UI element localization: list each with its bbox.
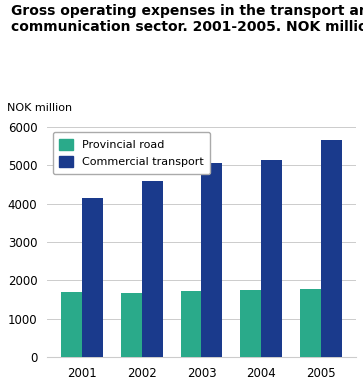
Text: NOK million: NOK million	[7, 103, 72, 113]
Text: Gross operating expenses in the transport and
communication sector. 2001-2005. N: Gross operating expenses in the transpor…	[11, 4, 363, 34]
Legend: Provincial road, Commercial transport: Provincial road, Commercial transport	[53, 132, 210, 174]
Bar	[201, 163, 223, 357]
Bar	[82, 198, 103, 357]
Bar	[240, 290, 261, 357]
Bar	[142, 181, 163, 357]
Bar	[321, 140, 342, 357]
Bar	[261, 160, 282, 357]
Bar	[61, 292, 82, 357]
Bar	[121, 293, 142, 357]
Bar	[180, 291, 201, 357]
Bar	[300, 289, 321, 357]
